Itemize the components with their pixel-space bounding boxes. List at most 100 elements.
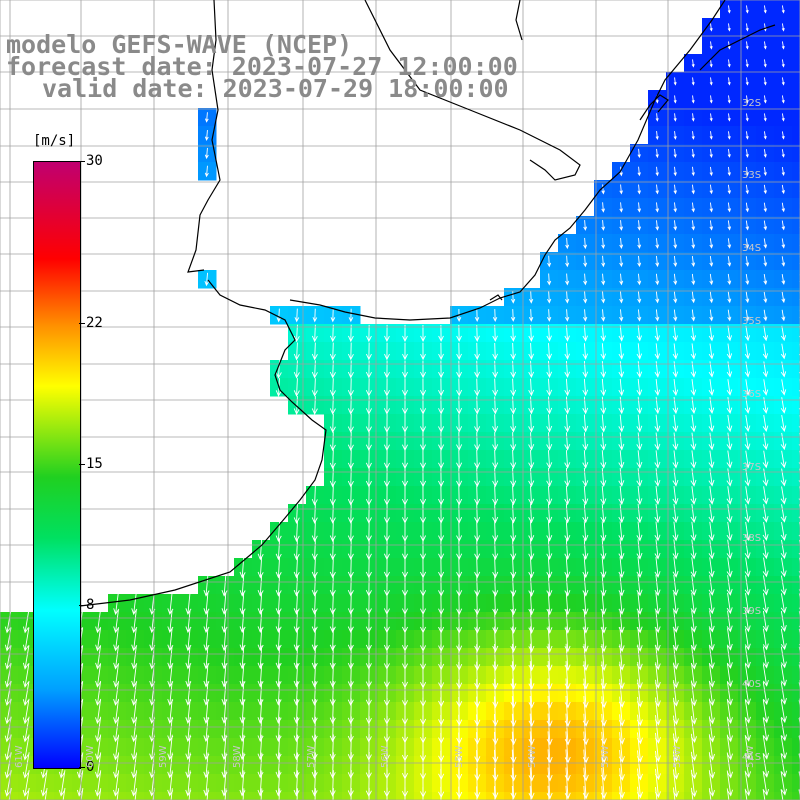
wind-arrow xyxy=(293,360,300,379)
wind-arrow xyxy=(744,628,751,651)
wind-arrow xyxy=(474,342,480,361)
wind-arrow xyxy=(564,485,571,506)
wind-arrow xyxy=(474,538,481,561)
wind-arrow xyxy=(691,291,696,304)
latitude-label: 37S xyxy=(742,462,762,473)
wind-arrow xyxy=(528,396,535,415)
wind-arrow xyxy=(366,324,372,343)
wind-arrow xyxy=(510,291,516,304)
wind-arrow xyxy=(546,325,552,342)
wind-arrow xyxy=(781,202,785,213)
wind-arrow xyxy=(329,716,336,743)
wind-arrow xyxy=(691,148,695,159)
speed-cell xyxy=(792,252,800,271)
wind-arrow xyxy=(113,698,120,725)
wind-arrow xyxy=(745,77,749,86)
wind-arrow xyxy=(654,414,661,433)
wind-arrow xyxy=(672,787,676,800)
wind-arrow xyxy=(762,681,769,706)
wind-arrow xyxy=(691,202,695,213)
wind-arrow xyxy=(329,538,336,561)
speed-cell xyxy=(792,630,800,649)
wind-arrow xyxy=(347,680,354,707)
wind-arrow xyxy=(510,678,517,709)
wind-arrow xyxy=(708,716,715,743)
wind-arrow xyxy=(528,678,535,709)
wind-arrow xyxy=(709,291,714,304)
speed-cell xyxy=(792,702,800,721)
latitude-label: 38S xyxy=(742,533,762,544)
wind-arrow xyxy=(492,626,499,653)
wind-arrow xyxy=(440,786,442,800)
wind-arrow xyxy=(762,486,769,505)
speed-cell xyxy=(792,0,800,19)
wind-arrow xyxy=(727,184,731,195)
wind-arrow xyxy=(618,503,625,524)
wind-arrow xyxy=(636,503,643,524)
wind-arrow xyxy=(564,538,571,561)
wind-arrow xyxy=(311,342,318,361)
wind-arrow xyxy=(582,343,589,360)
wind-arrow xyxy=(762,450,769,469)
wind-arrow xyxy=(311,627,318,652)
speed-cell xyxy=(792,342,800,361)
wind-arrow xyxy=(781,309,786,322)
wind-arrow xyxy=(690,432,697,451)
wind-arrow xyxy=(474,467,481,488)
wind-arrow xyxy=(492,309,498,322)
wind-arrow xyxy=(600,378,607,397)
wind-arrow xyxy=(690,592,697,615)
wind-arrow xyxy=(95,663,102,688)
wind-arrow xyxy=(275,538,282,561)
wind-arrow xyxy=(528,591,535,616)
speed-cell xyxy=(792,126,800,145)
wind-arrow xyxy=(510,749,517,782)
wind-arrow xyxy=(708,592,715,615)
wind-arrow xyxy=(727,131,731,140)
wind-arrow xyxy=(4,734,12,761)
wind-arrow xyxy=(347,770,354,797)
wind-arrow xyxy=(601,202,605,213)
wind-arrow xyxy=(401,378,409,397)
wind-arrow xyxy=(582,539,589,560)
wind-arrow xyxy=(365,396,372,415)
wind-arrow xyxy=(654,432,661,451)
wind-arrow xyxy=(510,574,517,597)
wind-arrow xyxy=(619,255,624,268)
wind-arrow xyxy=(672,521,679,542)
wind-arrow xyxy=(564,626,571,653)
wind-arrow xyxy=(762,593,769,614)
wind-arrow xyxy=(708,610,715,633)
wind-arrow xyxy=(22,752,30,779)
wind-arrow xyxy=(637,202,641,213)
wind-arrow xyxy=(745,273,750,285)
wind-arrow xyxy=(708,450,715,469)
wind-arrow xyxy=(673,202,677,213)
wind-arrow xyxy=(690,325,697,342)
wind-arrow xyxy=(564,678,571,709)
speed-cell xyxy=(792,792,800,800)
wind-arrow xyxy=(618,556,625,579)
colorbar-tick-mark xyxy=(79,767,85,768)
wind-arrow xyxy=(474,644,481,671)
wind-arrow xyxy=(781,23,785,32)
wind-arrow xyxy=(781,149,785,158)
wind-arrow xyxy=(347,592,354,615)
wind-arrow xyxy=(727,23,731,32)
wind-arrow xyxy=(204,147,209,160)
wind-arrow xyxy=(673,95,677,104)
wind-arrow xyxy=(655,202,659,213)
wind-arrow xyxy=(655,148,659,159)
speed-cell xyxy=(792,774,800,793)
wind-arrow xyxy=(763,274,768,285)
wind-arrow xyxy=(600,521,607,542)
wind-arrow xyxy=(347,538,354,561)
wind-arrow xyxy=(582,396,589,415)
wind-arrow xyxy=(294,308,300,323)
wind-arrow xyxy=(311,645,318,670)
wind-arrow xyxy=(329,681,336,706)
speed-cell xyxy=(792,36,800,55)
wind-arrow xyxy=(95,752,102,779)
wind-arrow xyxy=(744,486,751,505)
wind-arrow xyxy=(655,184,659,195)
